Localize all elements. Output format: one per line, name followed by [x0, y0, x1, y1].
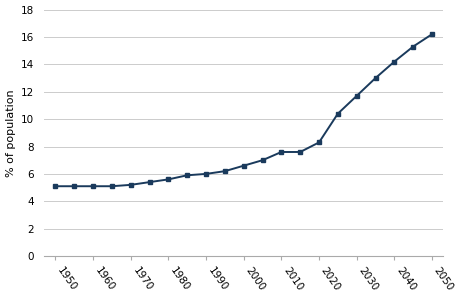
Y-axis label: % of population: % of population: [6, 89, 16, 177]
